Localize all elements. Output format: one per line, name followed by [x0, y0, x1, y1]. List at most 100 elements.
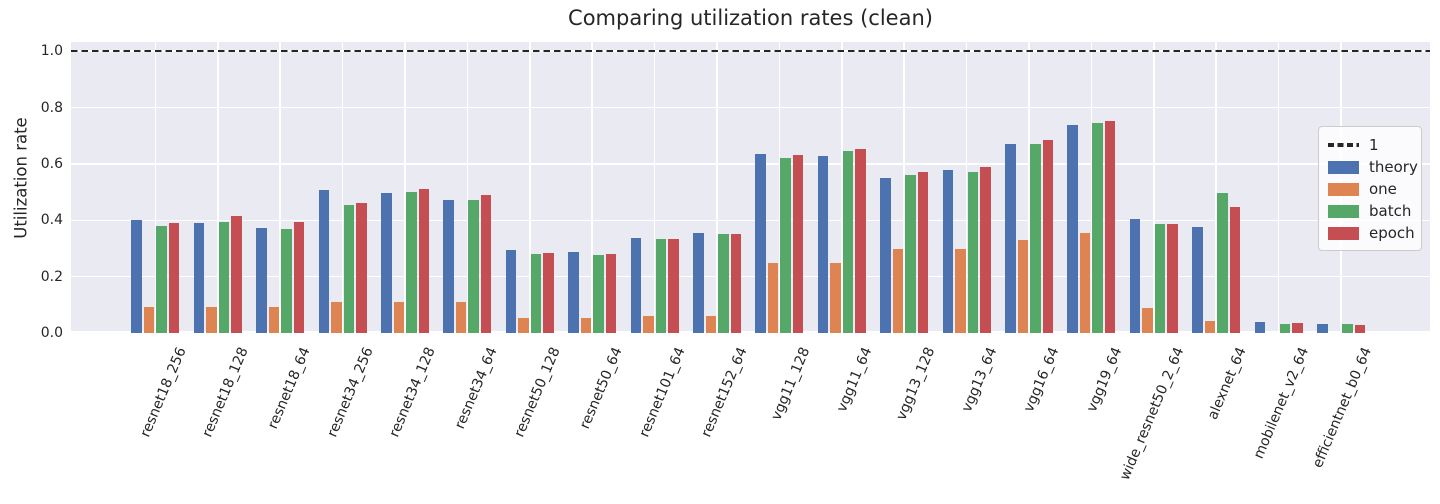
- bar-one-vgg19_64: [1079, 232, 1091, 333]
- bar-batch-vgg11_64: [842, 151, 854, 333]
- gridline-vertical: [841, 42, 843, 333]
- bar-epoch-vgg11_64: [855, 149, 866, 333]
- bar-one-resnet152_64: [705, 315, 716, 333]
- gridline-horizontal: [71, 219, 1430, 222]
- bar-theory-vgg13_128: [880, 178, 891, 333]
- color-swatch-icon: [1328, 226, 1359, 240]
- bar-epoch-vgg11_128: [792, 154, 804, 333]
- bar-batch-resnet34_64: [468, 200, 479, 333]
- legend-label: 1: [1369, 136, 1379, 154]
- bar-batch-resnet34_128: [406, 192, 417, 333]
- legend-label: one: [1369, 180, 1397, 198]
- legend: 1 theory one batch epoch: [1318, 126, 1422, 251]
- legend-item-theory: theory: [1328, 156, 1418, 178]
- bar-epoch-wide_resnet50_2_64: [1167, 223, 1178, 333]
- x-tick-label-wide_resnet50_2_64: wide_resnet50_2_64: [1117, 345, 1188, 483]
- legend-item-batch: batch: [1328, 200, 1412, 222]
- bar-one-resnet34_256: [331, 301, 342, 333]
- bar-theory-resnet50_64: [568, 251, 579, 333]
- bar-one-resnet18_64: [268, 307, 280, 333]
- y-tick-label: 0.4: [40, 212, 63, 229]
- bar-epoch-resnet18_128: [231, 216, 242, 333]
- bar-batch-vgg13_64: [967, 172, 979, 333]
- bar-epoch-resnet101_64: [668, 239, 679, 333]
- bar-theory-resnet18_64: [256, 228, 267, 333]
- gridline-vertical: [965, 42, 968, 333]
- bar-epoch-resnet34_64: [480, 194, 492, 333]
- bar-one-alexnet_64: [1204, 321, 1216, 333]
- bar-batch-vgg16_64: [1030, 143, 1041, 333]
- bar-batch-alexnet_64: [1217, 193, 1228, 333]
- gridline-vertical: [903, 42, 905, 333]
- x-tick-label-vgg16_64: vgg16_64: [1021, 345, 1063, 415]
- legend-label: epoch: [1369, 224, 1415, 242]
- x-tick-label-vgg11_128: vgg11_128: [768, 345, 814, 423]
- x-tick-label-resnet34_64: resnet34_64: [452, 345, 502, 432]
- bar-one-resnet18_128: [206, 307, 217, 333]
- plot-area: [71, 42, 1430, 333]
- x-tick-label-vgg11_64: vgg11_64: [833, 345, 876, 415]
- y-tick-label: 0.8: [40, 99, 63, 116]
- bar-epoch-resnet18_256: [168, 223, 180, 333]
- bar-theory-resnet152_64: [693, 233, 704, 333]
- bar-theory-vgg11_128: [755, 153, 766, 333]
- color-swatch-icon: [1328, 160, 1359, 174]
- color-swatch-icon: [1328, 182, 1359, 196]
- gridline-horizontal: [71, 163, 1430, 165]
- bar-one-resnet50_128: [518, 318, 529, 333]
- bar-theory-alexnet_64: [1192, 227, 1203, 333]
- bar-theory-resnet18_256: [131, 220, 142, 333]
- bar-theory-resnet34_64: [443, 200, 454, 333]
- color-swatch-icon: [1328, 204, 1359, 218]
- x-tick-label-resnet18_256: resnet18_256: [136, 345, 190, 440]
- bar-one-wide_resnet50_2_64: [1142, 307, 1153, 333]
- legend-label: theory: [1369, 158, 1418, 176]
- bar-batch-resnet18_128: [218, 222, 230, 333]
- x-tick-label-resnet18_128: resnet18_128: [199, 345, 252, 440]
- bar-one-vgg13_128: [892, 249, 904, 333]
- bar-one-resnet18_256: [143, 307, 155, 333]
- bar-epoch-resnet34_256: [356, 202, 367, 333]
- gridline-vertical: [466, 42, 469, 333]
- bar-batch-vgg13_128: [905, 175, 916, 333]
- bar-theory-vgg19_64: [1067, 125, 1078, 333]
- gridline-horizontal: [71, 106, 1430, 109]
- bar-one-vgg13_64: [955, 249, 966, 333]
- bar-theory-mobilenet_v2_64: [1254, 322, 1266, 333]
- bar-epoch-vgg13_128: [917, 171, 929, 333]
- gridline-vertical: [1028, 42, 1030, 333]
- bar-batch-resnet34_256: [343, 205, 355, 333]
- gridline-horizontal: [71, 331, 1430, 333]
- legend-item-one: one: [1328, 178, 1412, 200]
- gridline-vertical: [341, 42, 344, 333]
- bar-batch-resnet50_64: [593, 254, 604, 333]
- bar-one-resnet34_64: [455, 301, 467, 333]
- bar-epoch-resnet34_128: [418, 189, 429, 333]
- gridline-vertical: [716, 42, 718, 333]
- bar-theory-vgg11_64: [817, 156, 829, 333]
- x-tick-label-resnet152_64: resnet152_64: [698, 345, 751, 440]
- bar-theory-resnet101_64: [630, 238, 642, 333]
- x-tick-label-vgg19_64: vgg19_64: [1083, 345, 1126, 415]
- x-tick-label-resnet101_64: resnet101_64: [636, 345, 689, 440]
- y-tick-label: 0.0: [40, 325, 63, 341]
- bar-epoch-resnet152_64: [730, 234, 741, 333]
- bar-one-vgg11_128: [767, 263, 779, 333]
- gridline-vertical: [279, 42, 281, 333]
- gridline-vertical: [404, 42, 406, 333]
- bar-one-resnet34_128: [393, 301, 404, 333]
- gridline-vertical: [1090, 42, 1093, 333]
- bar-one-resnet101_64: [643, 316, 654, 333]
- bar-batch-resnet50_128: [530, 253, 542, 333]
- legend-label: batch: [1369, 202, 1412, 220]
- bar-epoch-vgg13_64: [980, 167, 991, 333]
- x-tick-label-resnet34_256: resnet34_256: [324, 345, 377, 440]
- legend-item-epoch: epoch: [1328, 222, 1415, 244]
- bar-theory-resnet34_128: [381, 192, 392, 333]
- bar-epoch-alexnet_64: [1229, 207, 1241, 333]
- x-tick-label-mobilenet_v2_64: mobilenet_v2_64: [1250, 345, 1313, 462]
- gridline-vertical: [778, 42, 781, 333]
- bar-theory-resnet34_256: [318, 190, 330, 333]
- legend-item-1: 1: [1328, 134, 1412, 156]
